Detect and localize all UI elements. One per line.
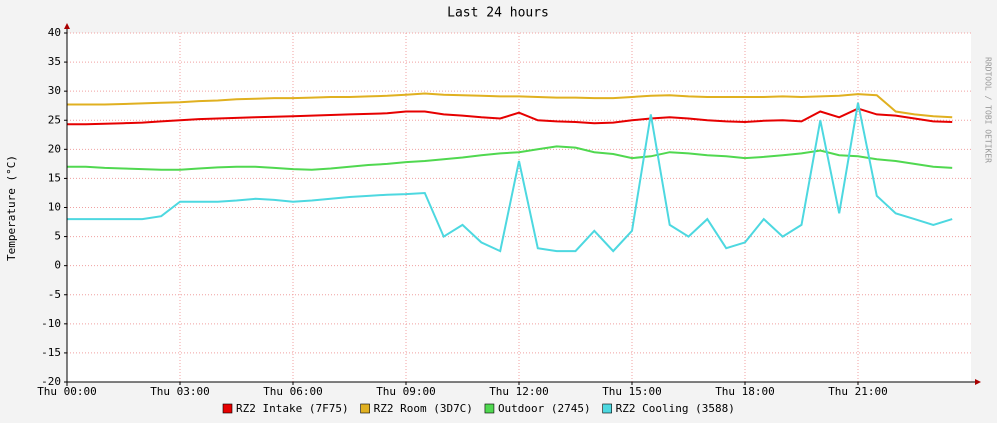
legend-swatch: [484, 403, 495, 414]
series-line: [67, 102, 953, 253]
x-tick-label: Thu 09:00: [376, 385, 436, 398]
x-axis-arrow: [975, 379, 981, 385]
legend: RZ2 Intake (7F75) RZ2 Room (3D7C) Outdoor …: [222, 402, 735, 415]
y-tick-label: 15: [48, 171, 61, 184]
y-tick-label: 40: [48, 26, 61, 39]
y-tick-label: 25: [48, 113, 61, 126]
x-tick-label: Thu 21:00: [828, 385, 888, 398]
y-tick-label: 0: [54, 259, 61, 272]
legend-label: RZ2 Cooling (3588): [616, 402, 735, 415]
x-tick-label: Thu 06:00: [263, 385, 323, 398]
y-axis-arrow: [64, 23, 70, 29]
plot: -20 -15 -10 -5 0 5 10 15 20 25 30 35 40 Thu 00:00 Thu …: [37, 26, 971, 398]
y-tick-label: 20: [48, 142, 61, 155]
legend-swatch: [360, 403, 370, 414]
y-tick-label: 5: [54, 230, 61, 243]
chart-title: Last 24 hours: [447, 6, 549, 21]
legend-label: RZ2 Room (3D7C): [374, 402, 473, 415]
x-tick-label: Thu 12:00: [489, 385, 549, 398]
legend-swatch: [602, 403, 612, 414]
x-tick-label: Thu 00:00: [37, 385, 97, 398]
series-line: [67, 145, 953, 171]
y-tick-label: 10: [48, 201, 61, 214]
series-line: [67, 92, 953, 119]
x-tick-label: Thu 15:00: [602, 385, 662, 398]
legend-label: RZ2 Intake (7F75): [236, 402, 349, 415]
series-line: [67, 107, 953, 126]
y-tick-label: -20: [41, 375, 61, 388]
x-tick-label: Thu 03:00: [150, 385, 210, 398]
y-axis-label: Temperature (°C): [5, 155, 18, 261]
y-tick-label: -10: [41, 317, 61, 330]
legend-label: Outdoor (2745): [498, 402, 591, 415]
x-tick-label: Thu 18:00: [715, 385, 775, 398]
y-tick-label: -5: [48, 288, 61, 301]
legend-swatch: [222, 403, 233, 414]
y-tick-label: 35: [48, 55, 61, 68]
y-tick-label: 30: [48, 84, 61, 97]
watermark: RRDTOOL / TOBI OETIKER: [984, 57, 993, 163]
y-tick-label: -15: [41, 346, 61, 359]
